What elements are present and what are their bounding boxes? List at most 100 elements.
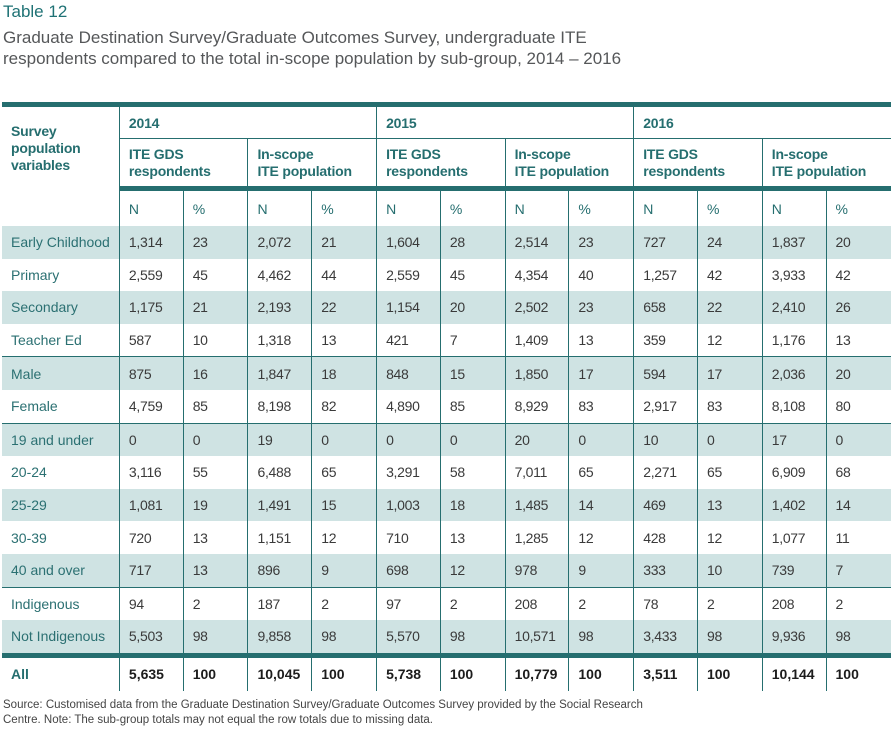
cell-percent: 40 xyxy=(568,258,634,292)
cell-count: 0 xyxy=(376,422,441,457)
cell-percent: 10 xyxy=(696,553,763,588)
table-row: Secondary 1,175 21 2,193 22 1,154 20 2,502 23 658… xyxy=(2,291,891,324)
total-count: 5,738 xyxy=(376,652,441,691)
cell-count: 3,933 xyxy=(761,258,827,292)
cell-count: 4,462 xyxy=(247,258,312,292)
cell-count: 1,402 xyxy=(761,488,827,522)
cell-count: 208 xyxy=(761,586,827,621)
cell-percent: 13 xyxy=(568,323,634,357)
cell-percent: 13 xyxy=(311,323,377,357)
table-row: 25-29 1,081 19 1,491 15 1,003 18 1,485 14 469 13 1,… xyxy=(2,488,891,522)
cell-percent: 80 xyxy=(825,389,891,424)
cell-percent: 12 xyxy=(311,521,377,554)
cell-count: 1,318 xyxy=(247,323,312,357)
cell-percent: 45 xyxy=(439,258,506,292)
cell-count: 17 xyxy=(761,422,827,457)
cell-count: 5,503 xyxy=(118,620,184,656)
group-header-line: ITE GDS xyxy=(128,145,184,162)
table-row: 40 and over 717 13 896 9 698 12 978 9 333 10 739 7 xyxy=(2,553,891,588)
cell-percent: 68 xyxy=(825,456,891,489)
cell-percent: 23 xyxy=(182,226,248,259)
cell-percent: 18 xyxy=(439,488,506,522)
row-label: Primary xyxy=(11,266,60,283)
cell-percent: 98 xyxy=(311,620,377,656)
cell-count: 1,081 xyxy=(118,488,184,522)
cell-count: 8,929 xyxy=(504,389,569,424)
cell-percent: 10 xyxy=(182,323,248,357)
col-header-percent: % xyxy=(696,186,763,226)
cell-count: 0 xyxy=(118,422,184,457)
cell-count: 587 xyxy=(118,323,184,357)
total-count: 10,144 xyxy=(761,652,827,691)
total-count: 3,511 xyxy=(633,652,698,691)
cell-percent: 0 xyxy=(311,422,377,457)
cell-percent: 11 xyxy=(825,521,891,554)
cell-percent: 65 xyxy=(568,456,634,489)
cell-percent: 13 xyxy=(182,521,248,554)
group-header-ite-gds-respondents: ITE GDS respondents xyxy=(118,138,248,189)
row-label: 19 and under xyxy=(2,422,120,457)
cell-percent: 7 xyxy=(825,553,891,588)
cell-count: 1,154 xyxy=(376,291,441,324)
table-header: Survey population variables 2014 2015 20… xyxy=(2,102,891,226)
cell-count: 710 xyxy=(376,521,441,554)
cell-percent: 55 xyxy=(182,456,248,489)
cell-percent: 0 xyxy=(696,422,763,457)
table-row: Teacher Ed 587 10 1,318 13 421 7 1,409 13 359 12 1,… xyxy=(2,323,891,357)
col-header-percent: % xyxy=(568,186,634,226)
cell-percent: 13 xyxy=(825,323,891,357)
table-row: Primary 2,559 45 4,462 44 2,559 45 4,354 40 1,257… xyxy=(2,258,891,292)
cell-count: 94 xyxy=(118,586,184,621)
cell-count: 2,559 xyxy=(118,258,184,292)
cell-count: 1,485 xyxy=(504,488,569,522)
row-label: Teacher Ed xyxy=(11,332,82,349)
cell-count: 1,285 xyxy=(504,521,569,554)
total-percent: 100 xyxy=(825,652,891,691)
cell-percent: 21 xyxy=(182,291,248,324)
cell-count: 2,917 xyxy=(633,389,698,424)
cell-percent: 42 xyxy=(696,258,763,292)
group-header-ite-gds-respondents: ITE GDS respondents xyxy=(633,138,763,189)
cell-count: 469 xyxy=(633,488,698,522)
total-percent: 100 xyxy=(568,652,634,691)
group-header-line: In-scope xyxy=(257,145,314,162)
cell-percent: 98 xyxy=(439,620,506,656)
cell-percent: 85 xyxy=(182,389,248,424)
group-header-ite-gds-respondents: ITE GDS respondents xyxy=(376,138,506,189)
cell-percent: 2 xyxy=(696,586,763,621)
cell-count: 97 xyxy=(376,586,441,621)
row-label: 25-29 xyxy=(2,488,120,522)
col-header-n: N xyxy=(118,186,184,226)
total-percent: 100 xyxy=(439,652,506,691)
table-row: Indigenous 94 2 187 2 97 2 208 2 78 2 208 2 xyxy=(2,586,891,621)
cell-count: 4,354 xyxy=(504,258,569,292)
data-table-container: Survey population variables 2014 2015 20… xyxy=(2,102,891,691)
cell-percent: 83 xyxy=(568,389,634,424)
cell-percent: 98 xyxy=(568,620,634,656)
cell-count: 5,570 xyxy=(376,620,441,656)
measure-header-row: N% N% N% N% N% N% xyxy=(2,186,891,226)
table-title: Graduate Destination Survey/Graduate Out… xyxy=(3,28,622,68)
cell-percent: 12 xyxy=(568,521,634,554)
cell-count: 4,890 xyxy=(376,389,441,424)
table-row: Female 4,759 85 8,198 82 4,890 85 8,929 83 2,917 8… xyxy=(2,389,891,424)
year-header-2015: 2015 xyxy=(376,102,634,139)
cell-count: 6,909 xyxy=(761,456,827,489)
cell-count: 428 xyxy=(633,521,698,554)
cell-percent: 85 xyxy=(439,389,506,424)
cell-count: 20 xyxy=(504,422,569,457)
cell-count: 1,257 xyxy=(633,258,698,292)
cell-percent: 7 xyxy=(439,323,506,357)
table-row: 20-24 3,116 55 6,488 65 3,291 58 7,011 65 2,271 65… xyxy=(2,456,891,489)
group-header-line: respondents xyxy=(643,162,726,179)
total-count: 10,779 xyxy=(504,652,569,691)
cell-percent: 2 xyxy=(439,586,506,621)
group-header-in-scope-population: In-scope ITE population xyxy=(504,138,634,189)
cell-percent: 65 xyxy=(311,456,377,489)
cell-count: 2,193 xyxy=(247,291,312,324)
group-header-line: In-scope xyxy=(771,145,828,162)
cell-count: 658 xyxy=(633,291,698,324)
cell-count: 1,604 xyxy=(376,226,441,259)
cell-percent: 98 xyxy=(696,620,763,656)
row-label: 40 and over xyxy=(2,553,120,588)
